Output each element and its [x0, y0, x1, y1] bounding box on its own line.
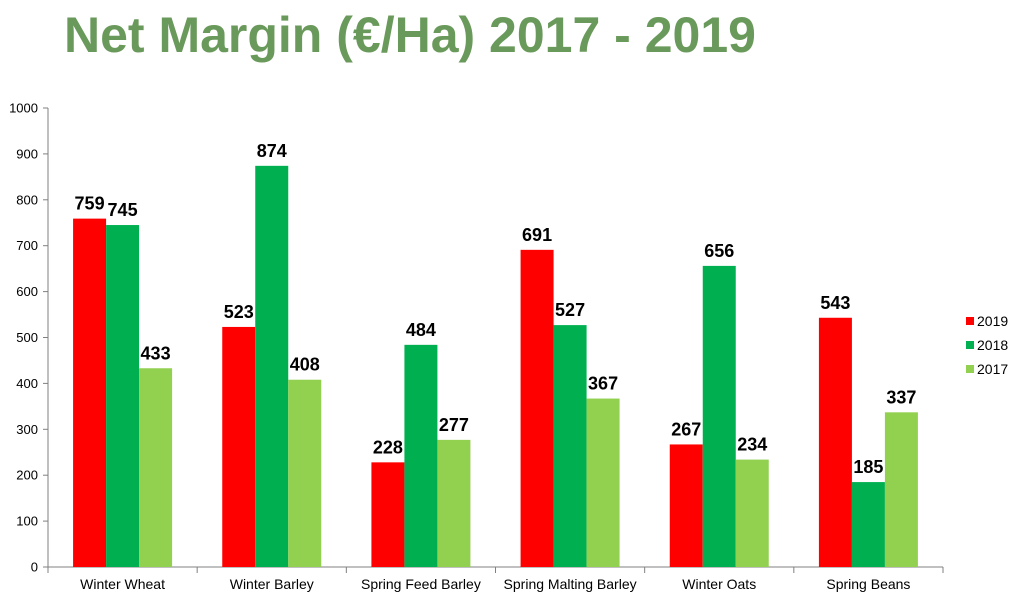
data-label: 523: [224, 302, 254, 322]
x-tick-label: Spring Feed Barley: [361, 576, 481, 592]
legend-swatch: [966, 341, 974, 349]
y-tick-label: 1000: [9, 101, 38, 116]
data-label: 234: [737, 435, 767, 455]
bar: [106, 225, 140, 568]
y-tick-label: 300: [16, 422, 38, 437]
data-label: 433: [141, 343, 171, 363]
bar: [371, 462, 405, 567]
legend-label: 2017: [977, 361, 1008, 377]
bar: [404, 344, 438, 567]
bars: [73, 165, 918, 568]
bar: [735, 459, 769, 567]
bar: [586, 398, 620, 567]
data-label: 337: [886, 387, 916, 407]
x-tick-label: Winter Barley: [230, 576, 314, 592]
y-tick-label: 100: [16, 514, 38, 529]
bar: [702, 265, 736, 567]
bar: [73, 218, 107, 567]
bar: [520, 249, 554, 567]
legend-swatch: [966, 365, 974, 373]
legend-swatch: [966, 317, 974, 325]
x-tick-label: Spring Beans: [826, 576, 910, 592]
bar: [437, 439, 471, 567]
y-tick-label: 800: [16, 192, 38, 207]
y-tick-label: 500: [16, 330, 38, 345]
bar: [255, 165, 289, 568]
legend: 2019 2018 2017: [966, 313, 1008, 377]
chart-title: Net Margin (€/Ha) 2017 - 2019: [64, 7, 756, 63]
bar: [553, 325, 587, 567]
x-tick-label: Winter Wheat: [80, 576, 165, 592]
bar: [818, 317, 852, 567]
legend-label: 2018: [977, 337, 1008, 353]
y-tick-label: 900: [16, 146, 38, 161]
data-label: 367: [588, 374, 618, 394]
data-label: 759: [75, 194, 105, 214]
x-tick-label: Spring Malting Barley: [504, 576, 637, 592]
data-label: 745: [108, 200, 138, 220]
y-tick-label: 700: [16, 238, 38, 253]
data-labels: 759 745 433 523 874 408 228 484 277 691 527 367 267 6…: [75, 141, 917, 477]
bar: [669, 444, 703, 567]
data-label: 277: [439, 415, 469, 435]
data-label: 484: [406, 320, 436, 340]
bar: [139, 368, 173, 567]
y-tick-label: 200: [16, 468, 38, 483]
bar: [222, 326, 256, 567]
data-label: 874: [257, 141, 287, 161]
data-label: 185: [853, 457, 883, 477]
data-label: 656: [704, 241, 734, 261]
data-label: 543: [820, 293, 850, 313]
y-tick-label: 400: [16, 376, 38, 391]
y-tick-label: 600: [16, 284, 38, 299]
y-tick-label: 0: [31, 560, 38, 575]
data-label: 267: [671, 419, 701, 439]
data-label: 527: [555, 300, 585, 320]
bar: [851, 482, 885, 567]
data-label: 691: [522, 225, 552, 245]
axes: 0 100 200 300 400 500 600 700 800 900 1000 Winter W…: [9, 101, 944, 592]
data-label: 408: [290, 355, 320, 375]
x-tick-label: Winter Oats: [682, 576, 756, 592]
bar: [288, 379, 322, 567]
legend-label: 2019: [977, 313, 1008, 329]
data-label: 228: [373, 437, 403, 457]
bar: [884, 412, 918, 567]
